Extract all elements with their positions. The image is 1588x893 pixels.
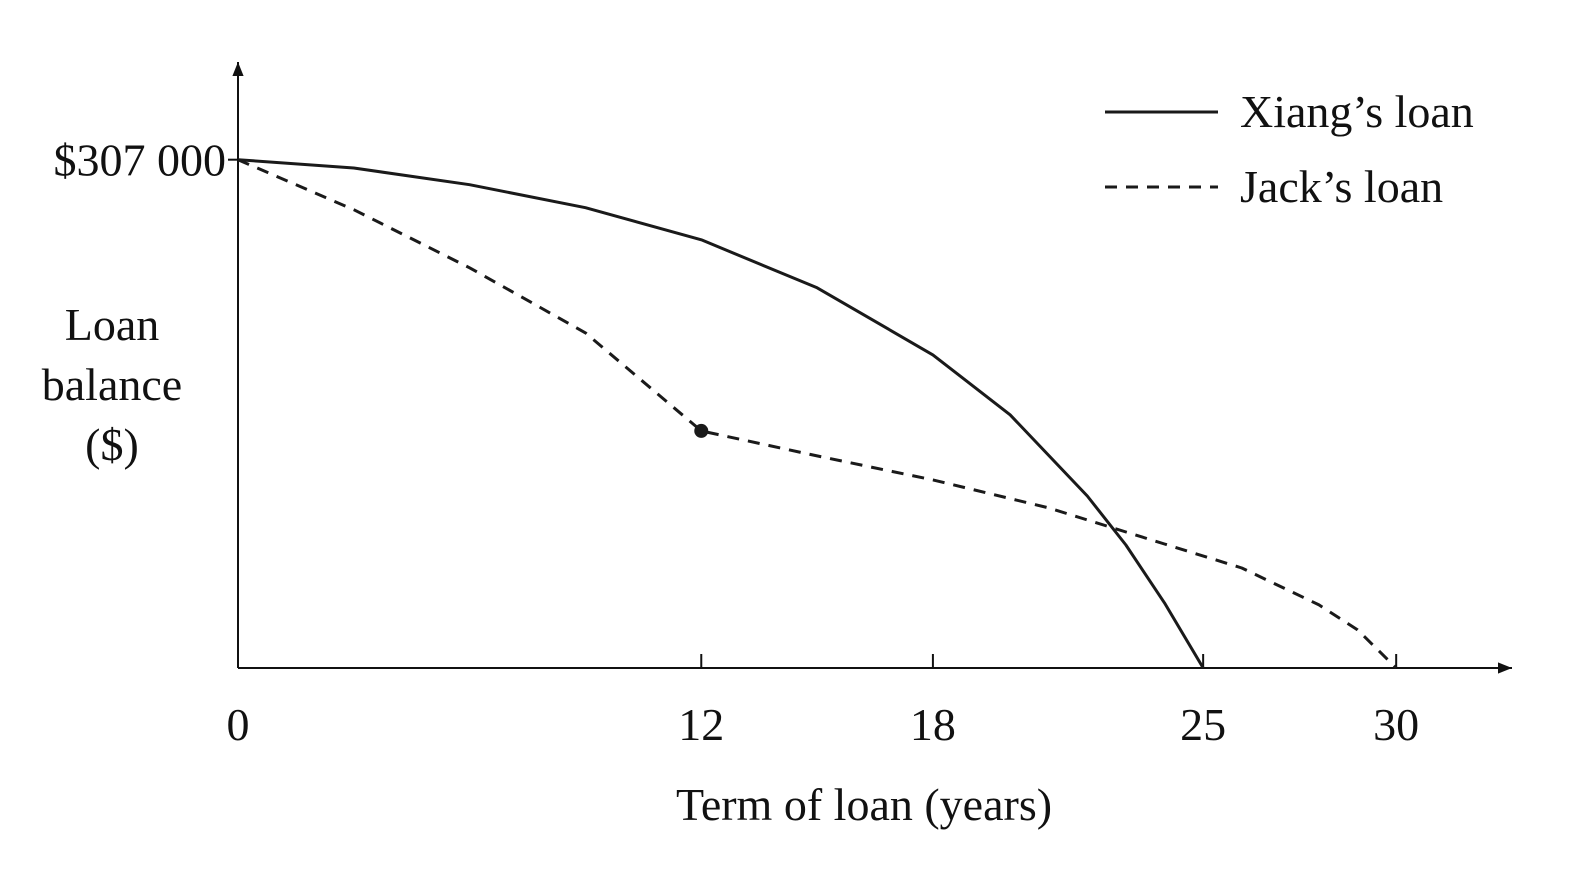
legend-label: Jack’s loan	[1240, 161, 1443, 212]
y-axis-label: balance	[42, 359, 182, 410]
y-axis-label: Loan	[65, 299, 160, 350]
y-tick-label: $307 000	[54, 135, 227, 186]
x-tick-label: 30	[1373, 699, 1419, 750]
line-series	[237, 158, 1205, 669]
x-tick-label: 18	[910, 699, 956, 750]
x-tick-label: 12	[678, 699, 724, 750]
legend-label: Xiang’s loan	[1240, 86, 1474, 137]
point-marker	[694, 423, 709, 438]
line-series	[237, 158, 1398, 670]
x-tick-label: 25	[1180, 699, 1226, 750]
x-axis-label: Term of loan (years)	[676, 779, 1052, 830]
x-tick-label: 0	[227, 699, 250, 750]
y-axis-label: ($)	[85, 419, 139, 470]
